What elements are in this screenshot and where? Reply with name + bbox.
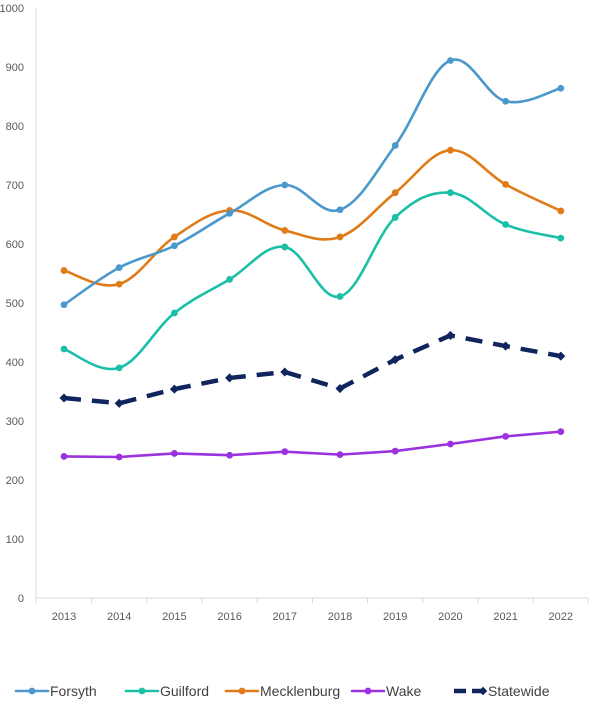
legend: Forsyth Guilford Mecklenburg Wake Statewide	[14, 683, 550, 699]
data-point-guilford	[115, 364, 123, 372]
y-tick-label: 700	[6, 180, 24, 192]
data-point-forsyth	[447, 57, 454, 64]
legend-item-guilford: Guilford	[124, 683, 209, 699]
y-tick-label: 500	[6, 298, 24, 310]
y-tick-label: 800	[6, 121, 24, 133]
data-point-forsyth	[502, 97, 509, 105]
data-point-guilford	[391, 214, 399, 221]
data-point-mecklenburg	[281, 227, 289, 234]
x-tick-label: 2019	[383, 611, 407, 623]
data-point-guilford	[60, 345, 68, 353]
data-point-forsyth	[115, 264, 123, 271]
y-tick-label: 900	[6, 62, 24, 74]
data-point-guilford	[171, 309, 178, 317]
legend-label-mecklenburg: Mecklenburg	[260, 683, 340, 699]
legend-item-statewide: Statewide	[454, 683, 550, 699]
data-point-statewide	[501, 341, 511, 351]
data-point-mecklenburg	[557, 207, 565, 215]
legend-marker-forsyth	[28, 687, 36, 695]
data-point-forsyth	[391, 142, 399, 149]
data-point-forsyth	[171, 242, 178, 250]
data-point-wake	[60, 453, 68, 460]
data-point-mecklenburg	[171, 233, 178, 241]
legend-item-wake: Wake	[350, 683, 421, 699]
data-point-forsyth	[60, 301, 68, 309]
series-line-forsyth	[62, 58, 563, 307]
legend-marker-guilford	[138, 687, 146, 695]
data-point-mecklenburg	[115, 280, 123, 288]
x-tick-label: 2017	[273, 611, 297, 623]
data-point-wake	[336, 451, 344, 459]
data-point-mecklenburg	[447, 146, 454, 154]
data-point-wake	[171, 450, 178, 457]
series-line-guilford	[62, 191, 563, 371]
x-tick-label: 2021	[493, 611, 517, 623]
legend-marker-mecklenburg	[238, 687, 246, 695]
legend-label-guilford: Guilford	[160, 683, 209, 699]
series-line-statewide	[63, 333, 562, 406]
legend-label-statewide: Statewide	[488, 683, 550, 699]
data-point-statewide	[59, 393, 69, 403]
series-mecklenburg	[60, 146, 565, 288]
series-wake	[60, 428, 565, 461]
legend-item-mecklenburg: Mecklenburg	[224, 683, 340, 699]
series-line-wake	[62, 430, 563, 459]
data-point-wake	[557, 428, 565, 436]
data-point-mecklenburg	[502, 181, 509, 188]
data-point-wake	[502, 432, 509, 440]
series-layer	[59, 57, 566, 461]
y-tick-label: 400	[6, 357, 24, 369]
series-line-mecklenburg	[62, 148, 563, 287]
legend-marker-wake	[364, 687, 372, 695]
data-point-guilford	[557, 234, 565, 242]
x-tick-label: 2018	[328, 611, 352, 623]
data-point-guilford	[447, 189, 454, 197]
data-point-forsyth	[557, 84, 565, 92]
data-point-wake	[447, 440, 454, 448]
y-tick-label: 0	[18, 593, 24, 605]
data-point-mecklenburg	[336, 233, 344, 241]
data-point-wake	[226, 451, 234, 459]
data-point-forsyth	[336, 206, 344, 214]
x-tick-label: 2022	[549, 611, 573, 623]
data-point-forsyth	[281, 181, 289, 189]
data-point-statewide	[556, 351, 566, 361]
data-point-mecklenburg	[60, 267, 68, 274]
x-tick-label: 2014	[107, 611, 131, 623]
data-point-statewide	[225, 373, 235, 383]
y-tick-label: 600	[6, 239, 24, 251]
y-tick-label: 100	[6, 534, 24, 546]
data-point-wake	[115, 453, 123, 461]
data-point-statewide	[114, 398, 124, 408]
series-statewide	[59, 330, 566, 408]
data-point-guilford	[336, 293, 344, 300]
data-point-guilford	[281, 243, 289, 251]
x-tick-label: 2015	[162, 611, 186, 623]
data-point-statewide	[169, 384, 179, 394]
legend-label-wake: Wake	[386, 683, 421, 699]
x-tick-label: 2020	[438, 611, 462, 623]
legend-item-forsyth: Forsyth	[14, 683, 97, 699]
y-tick-label: 200	[6, 475, 24, 487]
series-guilford	[60, 189, 565, 372]
data-point-guilford	[502, 221, 509, 228]
data-point-mecklenburg	[391, 189, 399, 197]
data-point-guilford	[226, 276, 234, 283]
x-tick-label: 2016	[217, 611, 241, 623]
legend-marker-statewide	[478, 686, 488, 696]
data-point-wake	[391, 447, 399, 455]
y-tick-label: 1000	[0, 3, 24, 15]
series-forsyth	[60, 57, 565, 309]
data-point-wake	[281, 448, 289, 456]
data-point-forsyth	[226, 209, 234, 217]
y-tick-label: 300	[6, 416, 24, 428]
axes: 0 100 200 300 400 500 600 700 800 900 1000 2013 2014…	[0, 3, 589, 623]
x-tick-label: 2013	[52, 611, 76, 623]
legend-label-forsyth: Forsyth	[50, 683, 97, 699]
